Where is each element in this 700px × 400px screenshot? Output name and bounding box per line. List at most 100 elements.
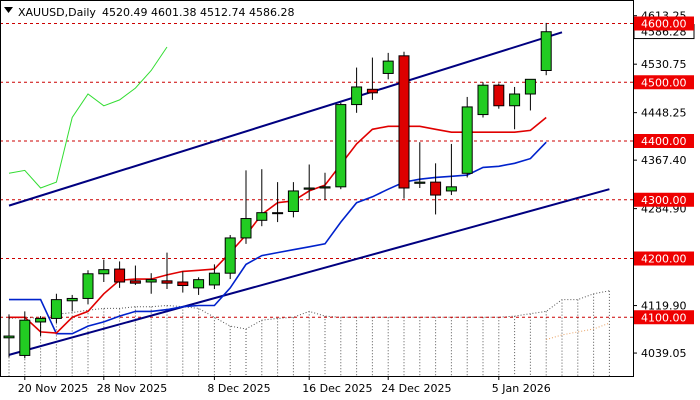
- bull-candle-body: [287, 190, 299, 212]
- candle: [272, 182, 284, 223]
- bull-candle-body: [351, 86, 363, 106]
- collapse-triangle-icon[interactable]: [4, 7, 13, 13]
- x-tick-label: 5 Jan 2026: [492, 382, 551, 395]
- bull-candle-body: [445, 186, 457, 192]
- candle: [177, 271, 189, 293]
- bull-candle-body: [335, 104, 347, 188]
- bull-candle-body: [3, 335, 15, 339]
- candle: [382, 52, 394, 80]
- level-label-box: [634, 75, 694, 90]
- candle: [224, 235, 236, 280]
- bear-candle-body: [177, 281, 189, 287]
- senkou-span-a-line: [8, 290, 610, 330]
- level-label: 4300.00: [634, 192, 694, 207]
- candle: [35, 316, 47, 337]
- candle: [477, 82, 489, 118]
- plot-frame: [0, 0, 634, 377]
- level-label: 4600.00: [634, 16, 694, 31]
- candle: [335, 102, 347, 190]
- candle: [303, 164, 315, 200]
- candle: [287, 182, 299, 218]
- candle: [208, 264, 220, 290]
- channel-lower-line: [8, 188, 610, 356]
- bear-candle-body: [493, 84, 505, 107]
- candle: [319, 172, 331, 200]
- level-label-text: 4600.00: [641, 18, 687, 31]
- bull-candle-body: [509, 93, 521, 107]
- x-tick-label: 16 Dec 2025: [302, 382, 372, 395]
- bull-candle-body: [240, 218, 252, 239]
- y-tick-label: 4119.90: [641, 300, 687, 313]
- level-label-text: 4400.00: [641, 135, 687, 148]
- bull-candle-body: [272, 212, 284, 215]
- bull-candle-body: [540, 31, 552, 72]
- kijun-sen-line: [9, 141, 547, 335]
- bull-candle-body: [50, 299, 62, 319]
- bull-candle-body: [382, 60, 394, 74]
- bull-candle-body: [524, 78, 536, 95]
- level-label-text: 4300.00: [641, 194, 687, 207]
- y-tick-label: 4448.25: [641, 107, 687, 120]
- candle: [493, 83, 505, 109]
- bull-candle-body: [35, 317, 47, 323]
- candlesticks: [3, 22, 552, 359]
- symbol-label: XAUUSD,Daily: [18, 6, 96, 19]
- x-tick-label: 24 Dec 2025: [381, 382, 451, 395]
- level-label-box: [634, 251, 694, 266]
- bull-candle-body: [19, 319, 31, 356]
- candle: [66, 294, 78, 312]
- candle: [193, 277, 205, 295]
- candle: [3, 314, 15, 358]
- candle: [461, 96, 473, 178]
- candle: [351, 67, 363, 113]
- ichimoku-cloud: [8, 290, 610, 376]
- bull-candle-body: [82, 273, 94, 299]
- bull-candle-body: [256, 212, 268, 221]
- channel-upper-line: [8, 31, 563, 207]
- bull-candle-body: [414, 181, 426, 184]
- level-label-text: 4200.00: [641, 253, 687, 266]
- bear-candle-body: [114, 268, 126, 283]
- candle: [129, 265, 141, 285]
- trend-channel: [8, 31, 610, 356]
- level-label: 4500.00: [634, 75, 694, 90]
- y-tick-label: 4039.05: [641, 347, 687, 360]
- x-tick-label: 20 Nov 2025: [18, 382, 88, 395]
- bull-candle-body: [193, 279, 205, 289]
- level-label: 4200.00: [634, 251, 694, 266]
- candle: [82, 270, 94, 305]
- bull-candle-body: [319, 186, 331, 189]
- time-axis: 20 Nov 2025 28 Nov 2025 8 Dec 2025 16 Dec 2…: [18, 376, 551, 395]
- candle: [524, 78, 536, 111]
- level-label-box: [634, 16, 694, 31]
- candle: [509, 86, 521, 130]
- level-label: 4400.00: [634, 134, 694, 148]
- bear-candle-body: [366, 88, 378, 94]
- candle: [366, 57, 378, 100]
- bull-candle-body: [477, 84, 489, 116]
- candle: [114, 261, 126, 288]
- x-tick-label: 8 Dec 2025: [207, 382, 270, 395]
- candle: [50, 293, 62, 324]
- candle: [240, 170, 252, 244]
- bull-candle-body: [303, 187, 315, 190]
- candle: [414, 142, 426, 188]
- senkou-span-b-line: [546, 322, 610, 341]
- candle: [256, 169, 268, 227]
- level-label-box: [634, 192, 694, 207]
- chart-header: XAUUSD,Daily 4520.49 4601.38 4512.74 458…: [4, 6, 294, 19]
- x-tick-label: 28 Nov 2025: [97, 382, 167, 395]
- bull-candle-body: [461, 106, 473, 174]
- bull-candle-body: [66, 297, 78, 302]
- bear-candle-body: [161, 280, 173, 284]
- bear-candle-body: [430, 181, 442, 196]
- candle: [445, 143, 457, 196]
- y-tick-label: 4530.75: [641, 58, 687, 71]
- bear-candle-body: [129, 280, 141, 284]
- level-label: 4100.00: [634, 310, 694, 325]
- candle: [145, 273, 157, 294]
- bull-candle-body: [98, 269, 110, 275]
- y-tick-label: 4367.40: [641, 154, 687, 167]
- level-label-box: [634, 310, 694, 325]
